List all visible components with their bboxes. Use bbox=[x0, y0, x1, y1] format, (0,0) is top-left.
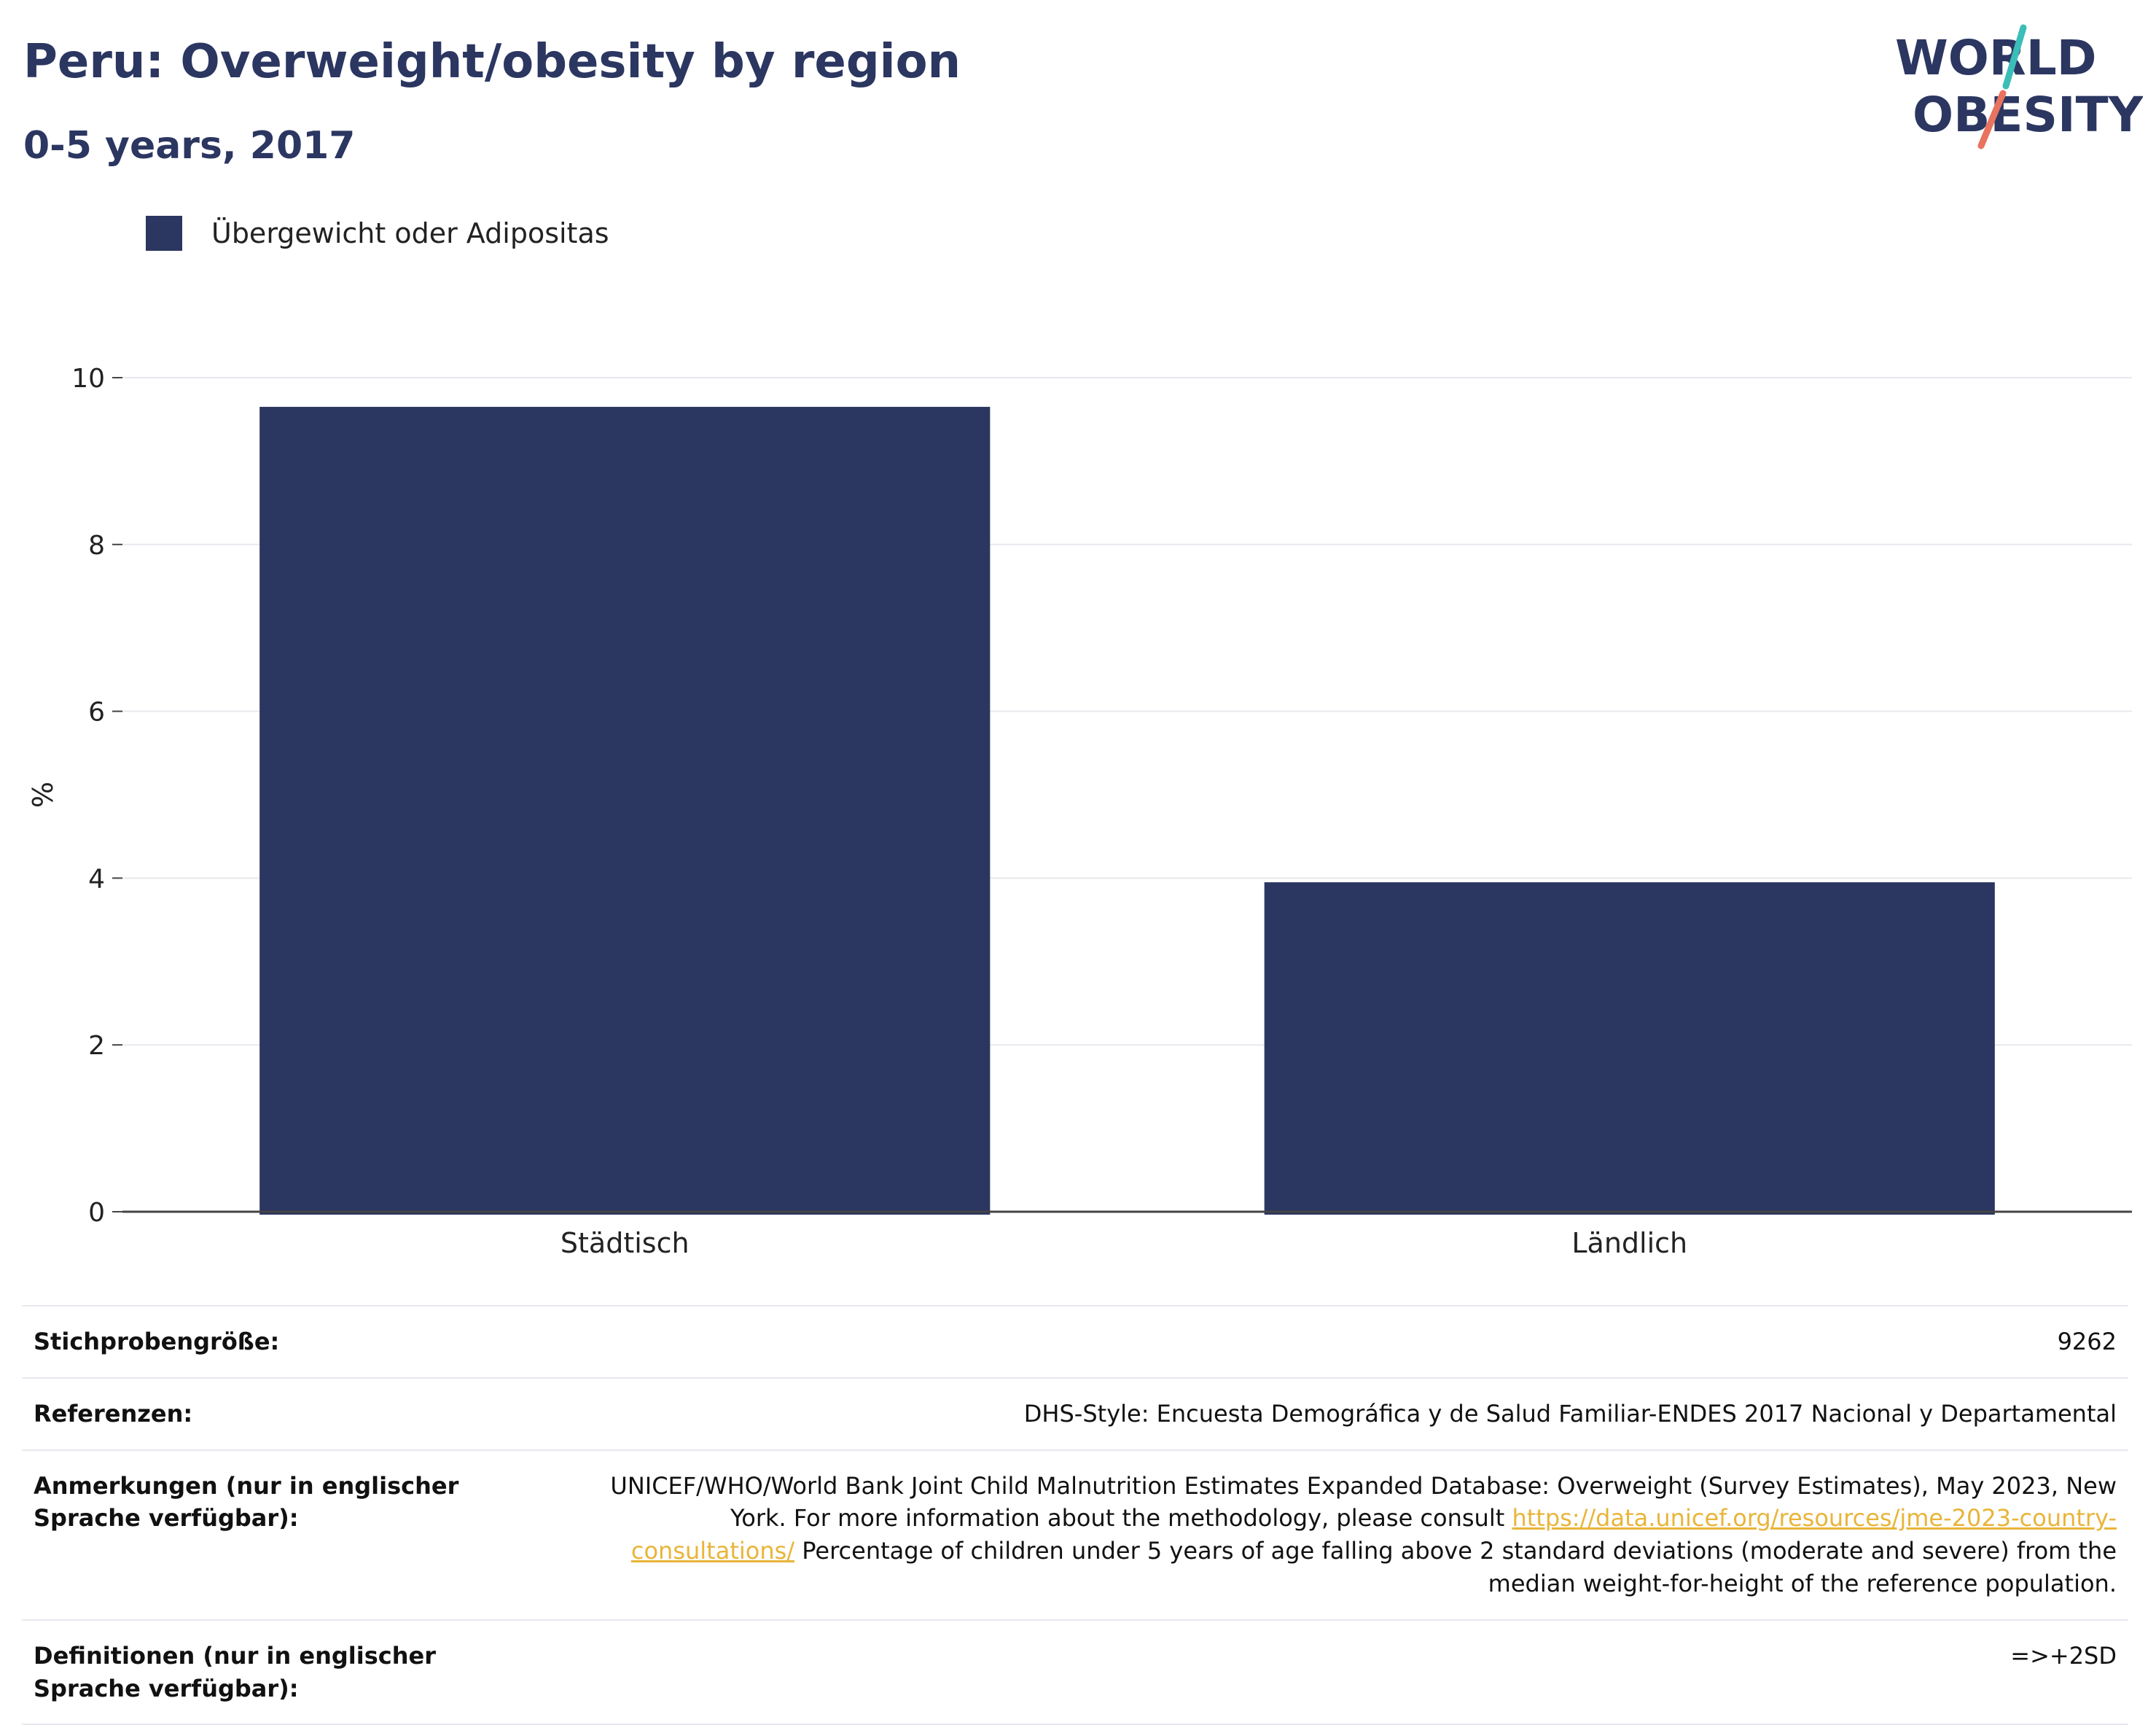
y-tick-label: 8 bbox=[88, 531, 105, 561]
definitions-value: =>+2SD bbox=[2010, 1641, 2117, 1670]
world-obesity-logo: WORLD OBESITY bbox=[1895, 24, 2143, 149]
metadata-table: Stichprobengröße: 9262 Referenzen: DHS-S… bbox=[22, 1305, 2128, 1725]
notes-text-2: Percentage of children under 5 years of … bbox=[802, 1537, 2117, 1597]
logo-slash-teal bbox=[2002, 24, 2027, 90]
legend[interactable]: Übergewicht oder Adipositas bbox=[146, 216, 609, 251]
meta-row-sample: Stichprobengröße: 9262 bbox=[22, 1306, 2128, 1378]
definitions-label: Definitionen (nur in englischer Sprache … bbox=[34, 1641, 436, 1702]
logo-slash-coral bbox=[1977, 90, 2007, 149]
bar-chart: 0 2 4 6 8 10% Städtisch Ländlich bbox=[27, 364, 2132, 1259]
references-label: Referenzen: bbox=[34, 1399, 193, 1428]
meta-row-definitions: Definitionen (nur in englischer Sprache … bbox=[22, 1619, 2128, 1725]
chart-subtitle: 0-5 years, 2017 bbox=[23, 124, 356, 168]
legend-swatch bbox=[146, 216, 182, 251]
x-tick-label: Städtisch bbox=[561, 1227, 690, 1259]
sample-size-value: 9262 bbox=[2057, 1328, 2117, 1355]
notes-link[interactable]: https://data.unicef.org/resources/jme-20… bbox=[630, 1504, 2117, 1565]
chart-title: Peru: Overweight/obesity by region bbox=[23, 35, 961, 89]
y-axis-label: % bbox=[27, 782, 59, 808]
meta-row-notes: Anmerkungen (nur in englischer Sprache v… bbox=[22, 1449, 2128, 1620]
sample-size-label: Stichprobengröße: bbox=[34, 1328, 280, 1355]
notes-label: Anmerkungen (nur in englischer Sprache v… bbox=[34, 1471, 459, 1533]
y-tick-label: 4 bbox=[88, 864, 105, 894]
y-tick-label: 10 bbox=[71, 364, 105, 394]
y-tick-label: 0 bbox=[88, 1198, 105, 1228]
references-value: DHS-Style: Encuesta Demográfica y de Sal… bbox=[1023, 1399, 2117, 1428]
bar bbox=[259, 407, 991, 1215]
notes-value: UNICEF/WHO/World Bank Joint Child Malnut… bbox=[555, 1450, 2128, 1620]
meta-row-references: Referenzen: DHS-Style: Encuesta Demográf… bbox=[22, 1377, 2128, 1450]
logo-line-1: WORLD bbox=[1895, 30, 2097, 86]
notes-text-1: UNICEF/WHO/World Bank Joint Child Malnut… bbox=[610, 1471, 2117, 1533]
y-tick-label: 6 bbox=[88, 698, 105, 728]
y-tick-label: 2 bbox=[88, 1031, 105, 1061]
x-tick-label: Ländlich bbox=[1571, 1227, 1687, 1259]
logo-line-2: OBESITY bbox=[1913, 87, 2143, 143]
legend-label: Übergewicht oder Adipositas bbox=[211, 217, 609, 249]
bar bbox=[1264, 882, 1995, 1215]
